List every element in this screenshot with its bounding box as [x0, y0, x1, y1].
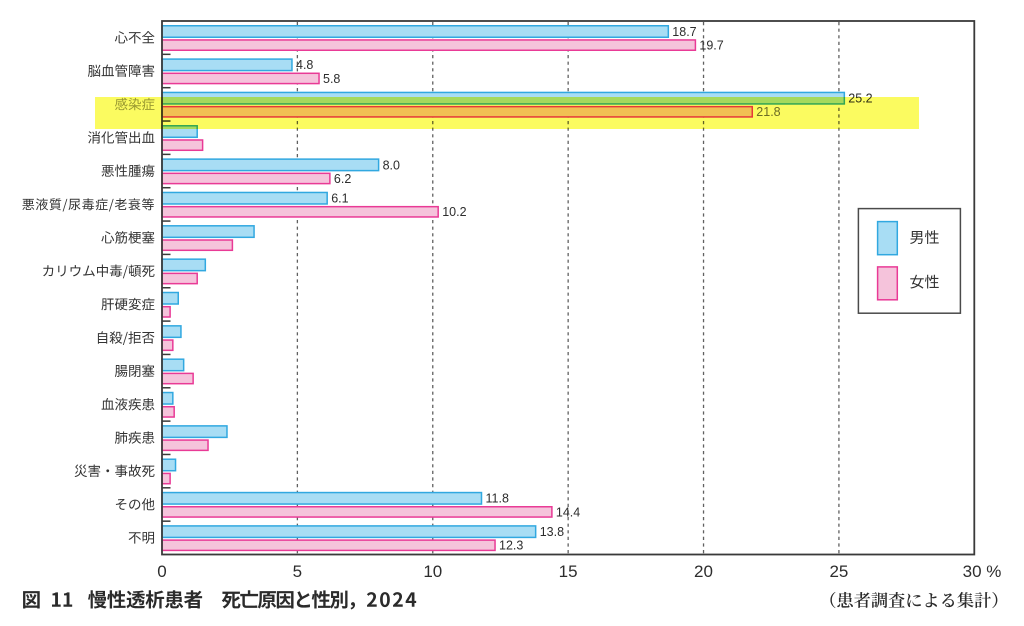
- svg-text:14.4: 14.4: [556, 505, 580, 519]
- svg-text:5: 5: [293, 562, 302, 581]
- svg-text:6.1: 6.1: [331, 192, 348, 206]
- svg-text:4.8: 4.8: [296, 58, 313, 72]
- svg-text:10: 10: [423, 562, 442, 581]
- svg-text:0: 0: [157, 562, 166, 581]
- svg-text:20: 20: [694, 562, 713, 581]
- svg-text:15: 15: [559, 562, 578, 581]
- svg-text:10.2: 10.2: [442, 205, 466, 219]
- svg-text:30 %: 30 %: [963, 562, 1002, 581]
- svg-text:8.0: 8.0: [383, 158, 400, 172]
- svg-text:12.3: 12.3: [499, 539, 523, 553]
- svg-text:11.8: 11.8: [486, 492, 509, 506]
- svg-text:5.8: 5.8: [323, 72, 340, 86]
- svg-text:6.2: 6.2: [334, 172, 351, 186]
- svg-text:13.8: 13.8: [540, 525, 564, 539]
- svg-text:19.7: 19.7: [699, 39, 723, 53]
- svg-text:25: 25: [829, 562, 848, 581]
- svg-text:18.7: 18.7: [672, 25, 696, 39]
